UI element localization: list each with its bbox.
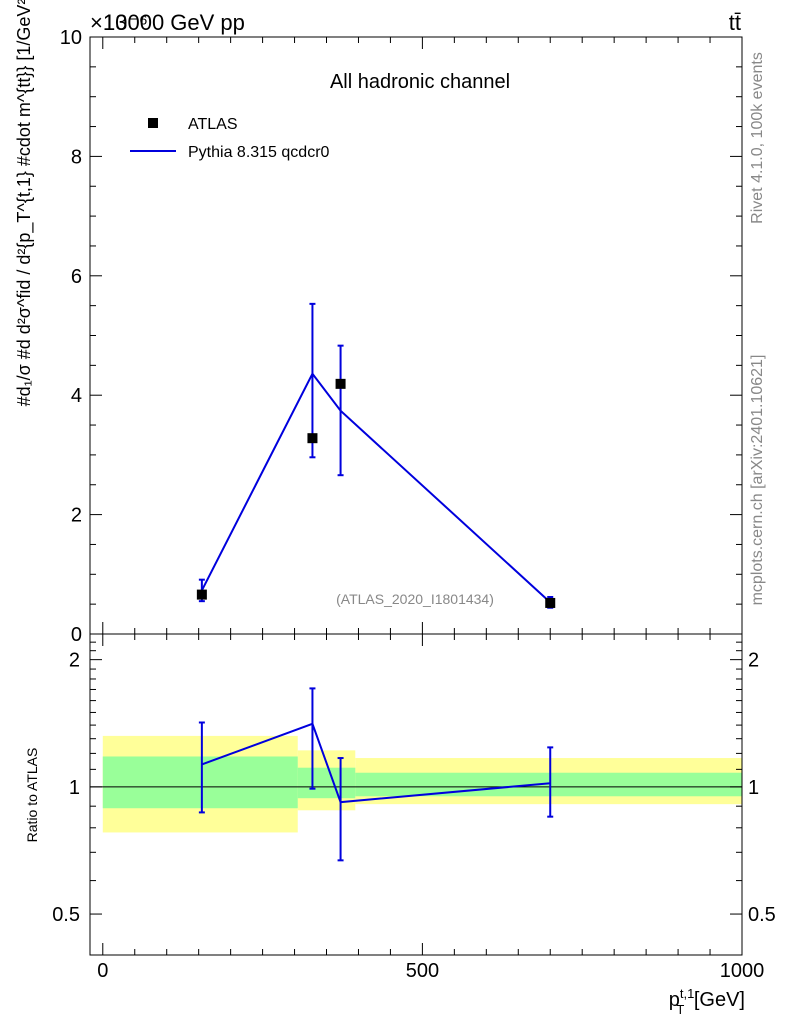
ratio-y-tick-label-left: 1 xyxy=(69,777,80,799)
pythia-line xyxy=(200,371,551,604)
header-process: tt̄ xyxy=(729,10,741,35)
atlas-data-point xyxy=(307,433,318,444)
ratio-y-tick-label-left: 0.5 xyxy=(52,904,80,926)
ratio-y-axis-label: Ratio to ATLAS xyxy=(24,748,40,843)
main-y-axis-label: #d₁/σ #d d²σ^fid / d²{p_T^{t,1} #cdot m^… xyxy=(14,0,35,406)
atlas-data-point xyxy=(196,589,207,600)
analysis-watermark: (ATLAS_2020_I1801434) xyxy=(336,591,494,607)
x-tick-label: 1000 xyxy=(720,960,765,982)
atlas-data-point xyxy=(545,597,556,608)
atlas-data-point xyxy=(335,378,346,389)
ratio-plot-frame xyxy=(89,633,743,956)
header-energy: 13000 GeV pp xyxy=(103,10,245,35)
main-y-tick-label: 8 xyxy=(71,146,82,168)
rivet-version-text: Rivet 4.1.0, 100k events xyxy=(749,52,766,224)
ratio-y-tick-label-right: 2 xyxy=(748,650,759,672)
ratio-band-stat-1 xyxy=(297,767,356,799)
legend: ATLAS Pythia 8.315 qcdcr0 xyxy=(130,116,330,161)
ratio-band-stat-2 xyxy=(355,772,742,797)
main-y-tick-label: 10 xyxy=(60,27,82,49)
main-y-tick-label: 2 xyxy=(71,505,82,527)
legend-label-pythia: Pythia 8.315 qcdcr0 xyxy=(188,144,330,161)
legend-marker-atlas xyxy=(148,118,158,128)
ratio-band-stat-0 xyxy=(102,756,298,809)
ratio-y-tick-label-right: 0.5 xyxy=(748,904,776,926)
main-panel: All hadronic channel (ATLAS_2020_I180143… xyxy=(14,0,556,609)
x-tick-label: 500 xyxy=(406,960,439,982)
ratio-y-tick-label-left: 2 xyxy=(69,650,80,672)
main-y-tick-label: 4 xyxy=(71,385,82,407)
ratio-y-tick-label-right: 1 xyxy=(748,777,759,799)
main-y-tick-label: 0 xyxy=(71,624,82,646)
x-tick-label: 0 xyxy=(97,960,108,982)
ratio-pythia-line xyxy=(201,722,551,804)
ratio-panel: Ratio to ATLAS pt,1 T [GeV] xyxy=(24,687,745,1017)
mcplots-url-text: mcplots.cern.ch [arXiv:2401.10621] xyxy=(749,355,766,606)
main-y-tick-label: 6 xyxy=(71,266,82,288)
chart-title: All hadronic channel xyxy=(330,71,510,93)
legend-label-atlas: ATLAS xyxy=(188,116,238,133)
x-axis-label: pt,1 T [GeV] xyxy=(669,986,745,1017)
exponent-label: ×10⁻⁶ xyxy=(90,10,148,35)
